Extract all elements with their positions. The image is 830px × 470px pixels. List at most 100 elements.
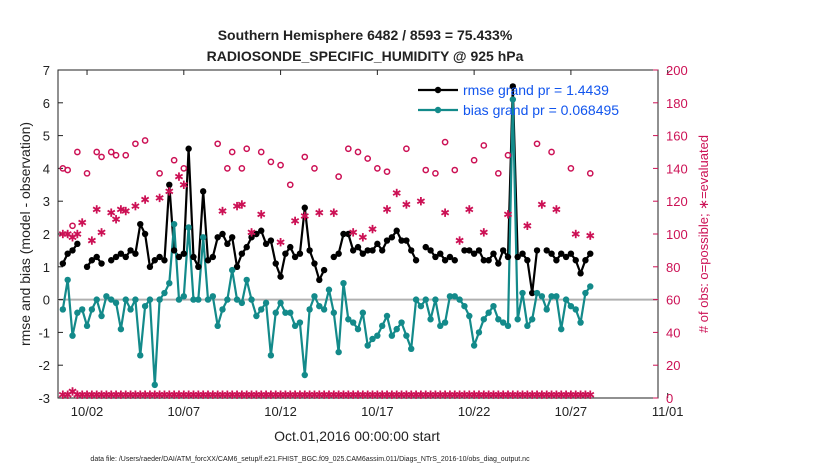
possible-point [533, 140, 541, 148]
evaluated-point [97, 228, 106, 237]
bias-point [374, 332, 381, 339]
bias-point [587, 283, 594, 290]
rmse-point [195, 263, 202, 270]
rmse-point [122, 253, 129, 261]
rmse-point [277, 273, 284, 280]
evaluated-point [358, 233, 367, 242]
rmse-point [461, 247, 468, 254]
bias-point [204, 296, 212, 303]
rmse-point [69, 247, 76, 254]
rmse-point [562, 253, 570, 261]
rmse-point [437, 250, 444, 257]
rmse-point [224, 240, 231, 248]
bias-point [175, 296, 183, 303]
bias-point [388, 332, 396, 339]
bias-point [330, 309, 338, 316]
x-tick-label: 10/02 [71, 404, 104, 419]
rmse-point [470, 250, 478, 257]
rmse-point [209, 253, 217, 261]
bias-point [156, 296, 163, 303]
bias-point [349, 319, 357, 326]
rmse-point [398, 237, 405, 244]
bias-point [364, 342, 371, 349]
bias-point [582, 289, 589, 297]
evaluated-point [179, 180, 188, 189]
bias-point [316, 302, 323, 310]
bias-point [509, 96, 517, 103]
rmse-point [558, 250, 565, 257]
rmse-point [166, 181, 173, 188]
possible-point [344, 145, 352, 153]
x-tick-label: 10/12 [264, 404, 297, 419]
rmse-point [228, 234, 236, 241]
rmse-point [316, 276, 323, 284]
evaluated-point [111, 215, 121, 224]
rmse-point [98, 260, 105, 267]
rmse-point [267, 237, 275, 244]
bias-point [137, 352, 144, 359]
evaluated-point [537, 200, 546, 209]
rmse-point [161, 257, 168, 264]
evaluated-point [237, 200, 246, 209]
rmse-point [151, 257, 158, 264]
bias-point [533, 289, 541, 297]
y-axis-label-right: # of obs: o=possible; ∗=evaluated [696, 135, 711, 333]
y-left-tick-label: 2 [43, 227, 50, 242]
y-right-tick-label: 60 [666, 293, 680, 308]
rmse-point [170, 247, 178, 254]
bias-point [277, 299, 284, 307]
rmse-point [233, 263, 241, 270]
rmse-point [533, 247, 541, 254]
rmse-point [490, 250, 497, 257]
evaluated-point [368, 224, 377, 234]
possible-point [480, 142, 488, 149]
rmse-point [296, 250, 304, 257]
evaluated-point [349, 228, 358, 237]
possible-point [286, 181, 294, 189]
bias-point [146, 296, 154, 303]
y-left-tick-label: 5 [43, 129, 50, 144]
bias-point [456, 296, 463, 303]
bias-point [195, 296, 202, 303]
bias-point [369, 335, 376, 343]
evaluated-point [87, 236, 96, 245]
y-left-tick-label: 6 [43, 96, 50, 111]
bias-point [238, 299, 246, 307]
rmse-point [528, 289, 536, 297]
bias-point [504, 322, 512, 330]
rmse-point [509, 83, 517, 90]
evaluated-point [392, 188, 401, 198]
bias-point [311, 293, 318, 300]
rmse-point [180, 250, 188, 257]
possible-point [170, 156, 178, 164]
bias-point [519, 289, 526, 297]
evaluated-point [300, 211, 309, 221]
bias-point [306, 306, 313, 313]
bias-point [117, 325, 125, 333]
evaluated-point [257, 210, 266, 219]
bias-point [267, 352, 275, 359]
rmse-point [388, 234, 396, 241]
bias-point [258, 306, 265, 313]
x-tick-label: 10/17 [361, 404, 394, 419]
rmse-point [243, 243, 250, 251]
evaluated-point [92, 205, 101, 214]
bias-point [190, 296, 197, 303]
rmse-point [524, 257, 531, 264]
possible-point [277, 161, 284, 169]
bias-point [83, 322, 91, 330]
evaluated-point [329, 208, 338, 217]
rmse-point [369, 247, 376, 254]
rmse-point [287, 243, 294, 251]
bias-point [538, 293, 546, 300]
rmse-point [112, 253, 120, 261]
evaluated-point [586, 231, 595, 240]
possible-point [301, 153, 309, 161]
rmse-point [514, 253, 521, 261]
bias-point [170, 220, 178, 228]
rmse-point [291, 253, 299, 261]
possible-point [107, 148, 115, 156]
possible-point [112, 151, 120, 159]
rmse-point [349, 247, 357, 254]
possible-point [98, 153, 105, 161]
